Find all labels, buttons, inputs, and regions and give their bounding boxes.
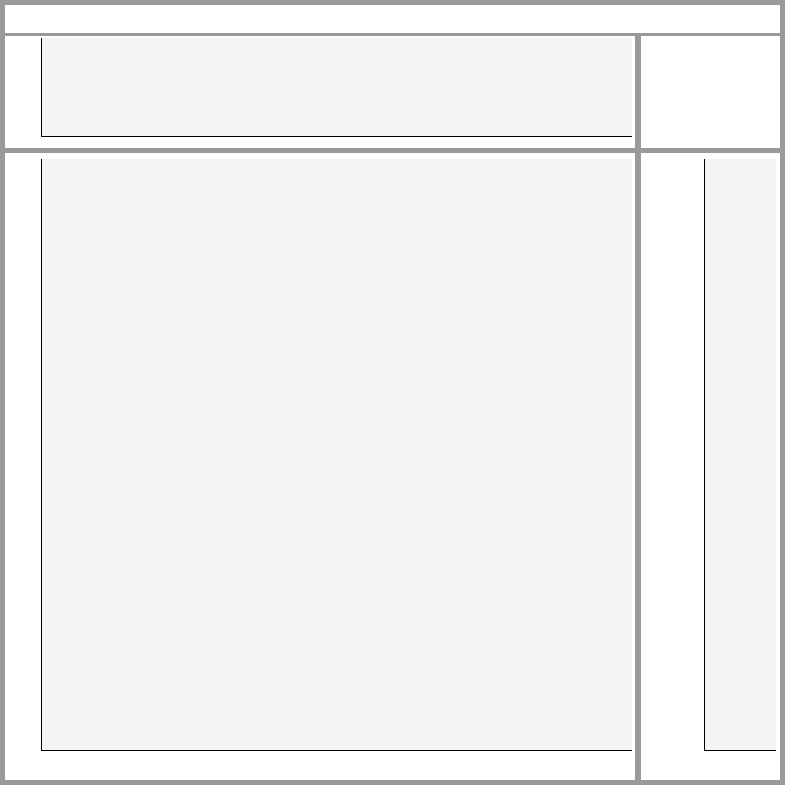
north-vs-altitude-panel bbox=[641, 153, 780, 780]
map-plot-area[interactable] bbox=[41, 159, 632, 750]
north-vs-altitude-plot-area[interactable] bbox=[704, 159, 776, 750]
map-y-axis bbox=[41, 159, 43, 750]
right-y-axis bbox=[704, 159, 706, 750]
plan-view-map-panel bbox=[5, 153, 635, 780]
title-bar bbox=[5, 5, 780, 33]
source-count-panel bbox=[641, 36, 780, 148]
top-x-axis bbox=[41, 136, 632, 138]
map-x-axis bbox=[41, 750, 632, 752]
right-x-axis bbox=[704, 750, 776, 752]
map-geography bbox=[41, 159, 632, 750]
top-y-axis bbox=[41, 38, 43, 136]
altitude-vs-east-plot-area[interactable] bbox=[41, 38, 632, 136]
altitude-vs-east-panel bbox=[5, 36, 635, 148]
